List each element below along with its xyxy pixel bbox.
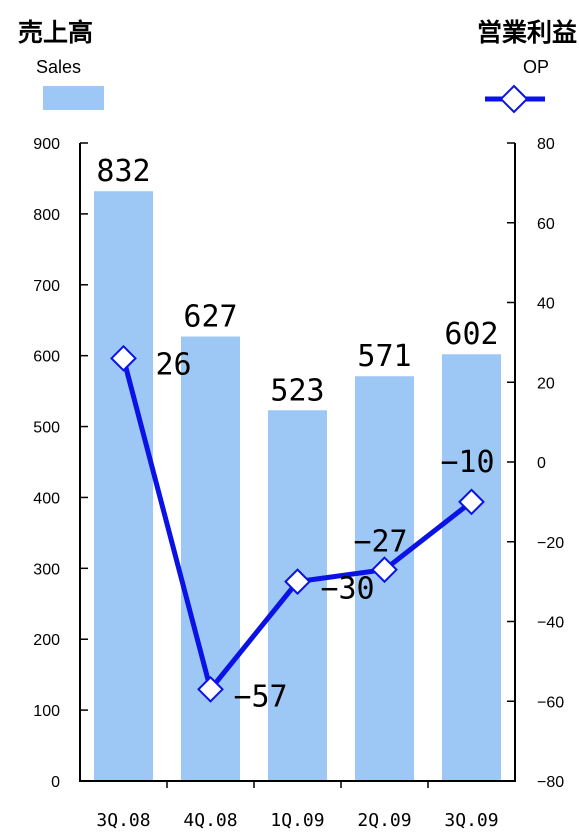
sales-bar (442, 354, 501, 781)
op-marker (284, 568, 311, 596)
sales-value-label: 523 (270, 373, 324, 408)
x-tick-label: 1Q.09 (270, 810, 324, 831)
legend-op-marker (499, 84, 529, 114)
left-tick-label: 500 (33, 420, 60, 437)
right-tick-label: 60 (537, 216, 555, 233)
sales-value-label: 832 (96, 154, 150, 189)
legend-sales-title: 売上高 (18, 18, 93, 47)
sales-value-label: 571 (357, 339, 411, 374)
op-value-label: −10 (440, 445, 494, 480)
op-value-label: 26 (155, 347, 191, 382)
sales-value-label: 602 (444, 317, 498, 352)
right-tick-label: −40 (537, 615, 564, 632)
data-labels: 832 627 523 571 602 26 −57 −30 −27 −10 (96, 154, 498, 714)
op-value-label: −30 (320, 572, 374, 607)
op-marker (371, 556, 398, 584)
left-tick-label: 600 (33, 349, 60, 366)
axes: 0100200300400500600700800900−80−60−40−20… (33, 136, 564, 831)
sales-bars (94, 191, 501, 781)
legend: 売上高 Sales 営業利益 OP (18, 18, 577, 114)
left-tick-label: 0 (51, 774, 60, 791)
right-tick-label: 80 (537, 136, 555, 153)
x-tick-label: 3Q.09 (444, 810, 498, 831)
legend-op-subtitle: OP (523, 57, 549, 77)
left-tick-label: 700 (33, 278, 60, 295)
op-value-label: −27 (353, 525, 407, 560)
legend-sales-swatch (43, 86, 104, 110)
right-tick-label: 40 (537, 296, 555, 313)
x-tick-label: 3Q.08 (96, 810, 150, 831)
left-tick-label: 800 (33, 207, 60, 224)
legend-op-title: 営業利益 (477, 18, 577, 47)
x-tick-label: 2Q.09 (357, 810, 411, 831)
legend-sales-subtitle: Sales (36, 57, 81, 77)
right-tick-label: 20 (537, 375, 555, 392)
left-tick-label: 100 (33, 703, 60, 720)
left-tick-label: 400 (33, 490, 60, 507)
op-marker (197, 675, 224, 703)
sales-value-label: 627 (183, 300, 237, 335)
op-marker (458, 488, 485, 516)
x-tick-label: 4Q.08 (183, 810, 237, 831)
op-value-label: −57 (233, 679, 287, 714)
left-tick-label: 900 (33, 136, 60, 153)
sales-bar (181, 336, 240, 781)
right-tick-label: −80 (537, 774, 564, 791)
right-tick-label: 0 (537, 455, 546, 472)
right-tick-label: −20 (537, 535, 564, 552)
left-tick-label: 300 (33, 561, 60, 578)
left-tick-label: 200 (33, 632, 60, 649)
right-tick-label: −60 (537, 694, 564, 711)
sales-bar (94, 191, 153, 781)
sales-bar (268, 410, 327, 781)
op-marker (110, 344, 137, 372)
op-line-series (110, 344, 485, 703)
